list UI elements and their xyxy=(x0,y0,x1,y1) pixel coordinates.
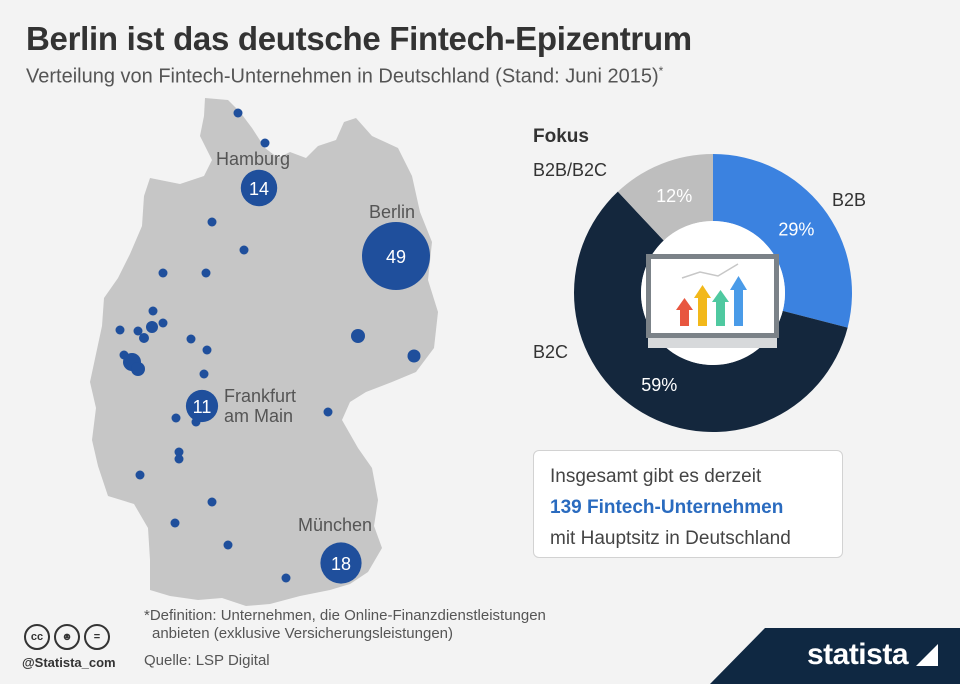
info-line-3: mit Hauptsitz in Deutschland xyxy=(550,528,791,549)
map-dot xyxy=(174,454,184,464)
city-bubble-value: 49 xyxy=(386,247,406,267)
twitter-handle[interactable]: @Statista_com xyxy=(22,655,116,670)
equals-icon[interactable]: = xyxy=(84,624,110,650)
map-dot xyxy=(158,268,168,278)
map-dot xyxy=(171,413,181,423)
map-dot xyxy=(223,540,233,550)
subtitle-asterisk: * xyxy=(658,64,664,78)
city-bubble xyxy=(320,542,362,584)
map-dot xyxy=(186,334,196,344)
fokus-heading: Fokus xyxy=(533,126,589,147)
cc-icon[interactable]: cc xyxy=(24,624,50,650)
license-icons: cc ☻ = xyxy=(24,624,110,650)
map-dot xyxy=(148,306,158,316)
map-dot xyxy=(202,345,212,355)
donut-slice-b2c xyxy=(574,191,848,433)
map-dot xyxy=(135,470,145,480)
statista-logo[interactable]: statista xyxy=(806,638,909,671)
definition-footnote: *Definition: Unternehmen, die Online-Fin… xyxy=(144,607,546,643)
donut-slice-label: 29% xyxy=(778,219,814,239)
page-subtitle: Verteilung von Fintech-Unternehmen in De… xyxy=(26,64,663,89)
city-bubble xyxy=(185,389,219,423)
legend-b2b-b2c: B2B/B2C xyxy=(533,160,608,180)
map-dot xyxy=(351,329,365,343)
city-label-muenchen: München xyxy=(298,515,373,535)
map-dot xyxy=(174,447,184,457)
map-dot xyxy=(170,518,180,528)
map-dot xyxy=(323,407,333,417)
map-dot xyxy=(260,138,270,148)
city-bubble-value: 14 xyxy=(249,179,269,199)
donut-slice-b2b xyxy=(713,154,852,328)
donut-slice-label: 12% xyxy=(656,186,692,206)
info-line-1: Insgesamt gibt es derzeit xyxy=(550,466,762,487)
map-dot xyxy=(281,573,291,583)
map-dot xyxy=(239,245,249,255)
city-bubble xyxy=(362,222,430,290)
page-title: Berlin ist das deutsche Fintech-Epizentr… xyxy=(26,20,692,57)
donut-slice-b2b-b2c xyxy=(617,154,713,241)
legend-b2c: B2C xyxy=(533,342,569,362)
city-label-berlin: Berlin xyxy=(369,202,416,222)
donut-slice-label: 59% xyxy=(641,375,677,395)
subtitle-text: Verteilung von Fintech-Unternehmen in De… xyxy=(26,65,659,88)
footnote-line-1: *Definition: Unternehmen, die Online-Fin… xyxy=(144,607,546,624)
total-info-box: Insgesamt gibt es derzeit 139 Fintech-Un… xyxy=(533,450,843,558)
monitor-icon xyxy=(646,254,779,348)
map-dot xyxy=(201,268,211,278)
city-bubbles: 14 49 11 18 xyxy=(185,169,430,584)
small-dots xyxy=(115,108,421,583)
map-dot xyxy=(115,325,125,335)
map-dot xyxy=(158,318,168,328)
map-dot xyxy=(146,321,158,333)
city-bubble-value: 18 xyxy=(331,554,351,574)
map-dot xyxy=(207,497,217,507)
city-label-frankfurt-line2: am Main xyxy=(224,406,294,426)
map-dot xyxy=(133,326,143,336)
map-dot xyxy=(233,108,243,118)
map-dot xyxy=(207,217,217,227)
person-icon[interactable]: ☻ xyxy=(54,624,80,650)
map-dot xyxy=(131,362,145,376)
city-bubble xyxy=(240,169,278,207)
map-dot xyxy=(407,349,421,363)
donut-labels: 29% 59% 12% xyxy=(641,186,814,395)
map-dot xyxy=(199,369,209,379)
footnote-line-2: anbieten (exklusive Versicherungsleistun… xyxy=(152,625,454,642)
city-label-frankfurt-line1: Frankfurt xyxy=(224,386,297,406)
info-highlight: 139 Fintech-Unternehmen xyxy=(550,497,784,518)
bar-arrows-icon xyxy=(676,276,747,326)
city-bubble-value: 11 xyxy=(193,397,212,417)
germany-outline xyxy=(90,98,438,606)
map-dot xyxy=(139,333,149,343)
legend-b2b: B2B xyxy=(832,190,867,210)
city-label-hamburg: Hamburg xyxy=(216,149,291,169)
source-text: Quelle: LSP Digital xyxy=(144,652,270,669)
